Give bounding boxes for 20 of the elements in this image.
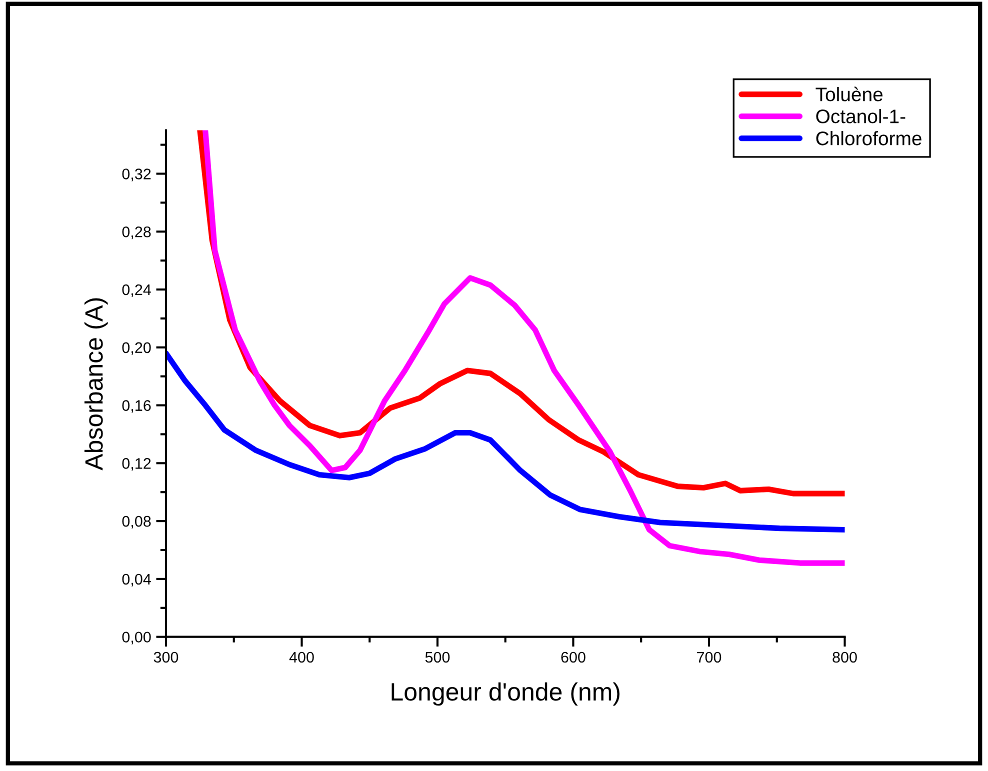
y-tick-label: 0,20 [122,342,151,355]
legend-label: Chloroforme [816,131,922,146]
x-tick-label: 400 [289,652,314,663]
x-tick-label: 500 [425,652,450,663]
y-tick-label: 0,32 [122,168,151,182]
x-axis-title: Longeur d'onde (nm) [392,682,620,706]
y-tick-label: 0,12 [122,458,151,471]
y-tick-label: 0,16 [122,400,151,413]
y-tick-label: 0,08 [122,516,151,529]
y-tick-label: 0,00 [122,632,151,644]
x-tick-label: 800 [832,652,857,663]
x-tick-label: 600 [561,652,586,663]
y-tick-label: 0,28 [122,226,151,240]
legend-label: Toluène [816,86,883,102]
legend-label: Octanol-1- [816,109,906,124]
y-axis-title: Absorbance (A) [84,298,108,470]
x-tick-label: 300 [154,652,178,663]
x-tick-label: 700 [697,652,722,663]
y-tick-label: 0,04 [122,574,151,586]
y-tick-label: 0,24 [122,284,151,297]
